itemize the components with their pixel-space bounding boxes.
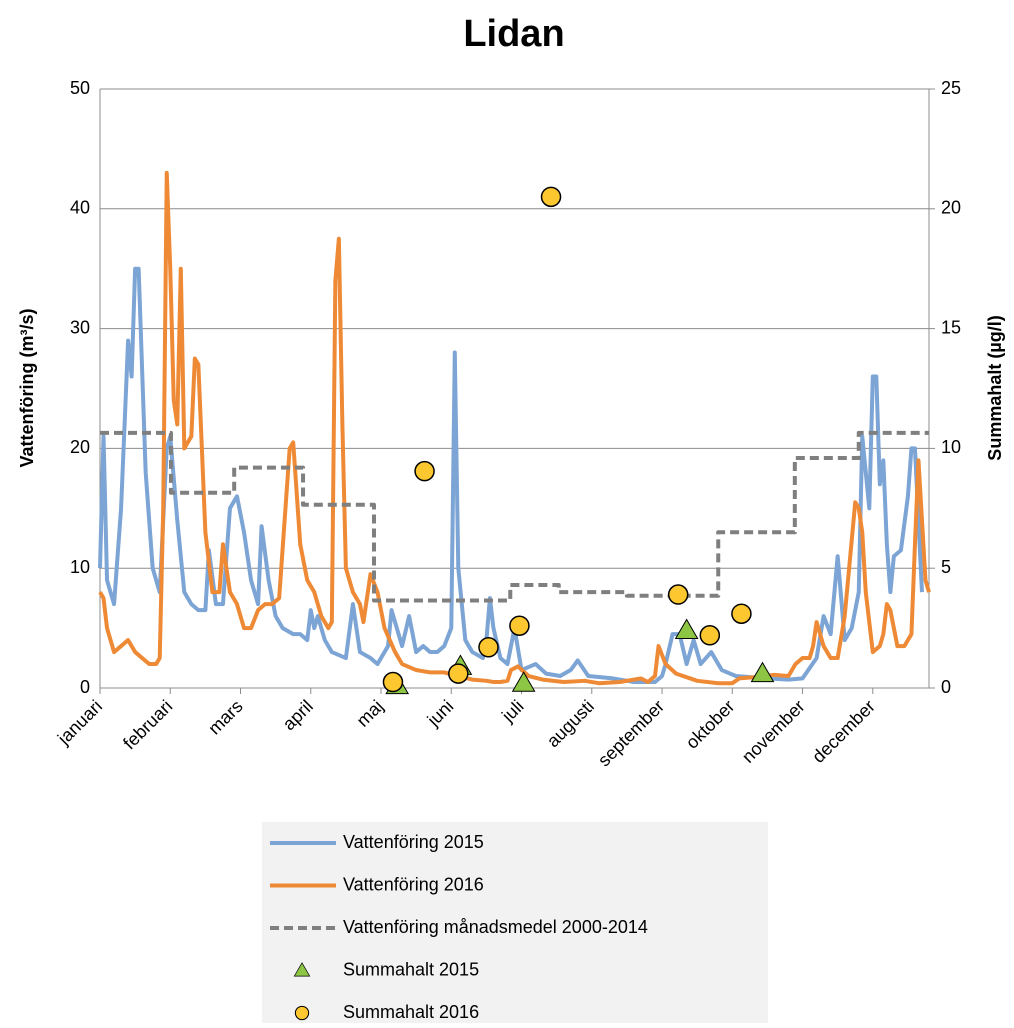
legend-label: Summahalt 2015 — [343, 959, 479, 979]
line — [98, 170, 931, 686]
marker — [382, 671, 404, 693]
y-tick-label: 50 — [70, 78, 90, 98]
marker — [448, 663, 469, 684]
marker — [509, 615, 530, 636]
legend-marker — [293, 962, 311, 977]
legend-marker — [294, 1005, 310, 1021]
y-tick-label: 30 — [70, 317, 90, 337]
x-tick-label: juni — [423, 696, 458, 731]
x-tick-label: januari — [53, 696, 106, 749]
chart-title: Lidan — [463, 13, 564, 55]
x-tick-label: februari — [119, 696, 176, 753]
legend-label: Vattenföring månadsmedel 2000-2014 — [343, 917, 648, 937]
x-tick-label: september — [594, 696, 668, 770]
x-tick-label: november — [738, 696, 809, 767]
marker — [667, 584, 689, 605]
y2-axis-label: Summahalt (µg/l) — [985, 315, 1005, 460]
marker — [478, 637, 499, 658]
y2-tick-label: 5 — [941, 557, 951, 577]
legend-label: Vattenföring 2015 — [343, 832, 484, 852]
y2-tick-label: 25 — [941, 78, 961, 98]
y-tick-label: 10 — [70, 557, 90, 577]
marker — [750, 661, 775, 683]
marker — [511, 671, 536, 692]
x-tick-label: augusti — [543, 696, 598, 751]
line — [100, 430, 929, 603]
marker — [674, 618, 699, 639]
x-tick-label: april — [279, 696, 317, 734]
y-tick-label: 40 — [70, 198, 90, 218]
y2-tick-label: 20 — [941, 198, 961, 218]
marker — [731, 603, 752, 624]
y-tick-label: 0 — [80, 677, 90, 697]
legend-box — [262, 822, 768, 1023]
y-tick-label: 20 — [70, 437, 90, 457]
x-tick-label: oktober — [682, 696, 739, 753]
marker — [540, 186, 562, 208]
y2-tick-label: 15 — [941, 317, 961, 337]
line — [98, 266, 924, 685]
x-tick-label: juli — [497, 696, 527, 726]
marker — [414, 460, 435, 482]
marker — [699, 625, 721, 646]
y2-tick-label: 0 — [941, 677, 951, 697]
x-tick-label: maj — [353, 696, 388, 731]
legend-label: Vattenföring 2016 — [343, 874, 484, 894]
x-tick-label: december — [808, 696, 879, 767]
y2-tick-label: 10 — [941, 437, 961, 457]
legend-label: Summahalt 2016 — [343, 1002, 479, 1022]
x-tick-label: mars — [204, 696, 246, 738]
y-axis-label: Vattenföring (m³/s) — [17, 308, 37, 467]
